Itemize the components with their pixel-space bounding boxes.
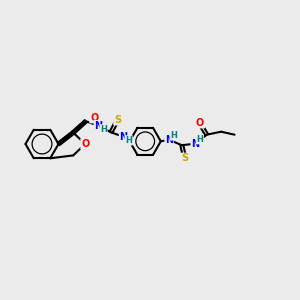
Text: H: H [100, 125, 107, 134]
Text: H: H [170, 131, 177, 140]
Text: O: O [196, 118, 204, 128]
Text: N: N [119, 132, 128, 142]
Text: H: H [125, 136, 132, 145]
Text: S: S [114, 115, 121, 125]
Text: O: O [81, 139, 89, 149]
Text: N: N [165, 135, 173, 145]
Text: H: H [196, 135, 203, 144]
Text: N: N [191, 139, 200, 149]
Text: N: N [94, 121, 103, 131]
Text: S: S [181, 153, 188, 164]
Text: O: O [90, 112, 98, 123]
